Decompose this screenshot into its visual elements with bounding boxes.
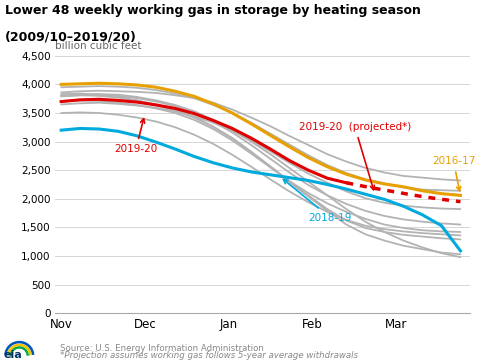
Text: *Projection assumes working gas follows 5-year average withdrawals: *Projection assumes working gas follows … [60, 351, 358, 360]
Text: 2019-20: 2019-20 [114, 119, 158, 154]
Text: 2016-17: 2016-17 [432, 157, 475, 191]
Text: Lower 48 weekly working gas in storage by heating season: Lower 48 weekly working gas in storage b… [5, 4, 421, 17]
Text: 2019-20  (projected*): 2019-20 (projected*) [299, 122, 411, 190]
Text: 2018-19: 2018-19 [283, 179, 352, 222]
Text: billion cubic feet: billion cubic feet [55, 41, 142, 51]
Text: eia: eia [4, 350, 23, 360]
Text: Source: U.S. Energy Information Administration: Source: U.S. Energy Information Administ… [60, 344, 264, 353]
Text: (2009/10–2019/20): (2009/10–2019/20) [5, 31, 137, 44]
